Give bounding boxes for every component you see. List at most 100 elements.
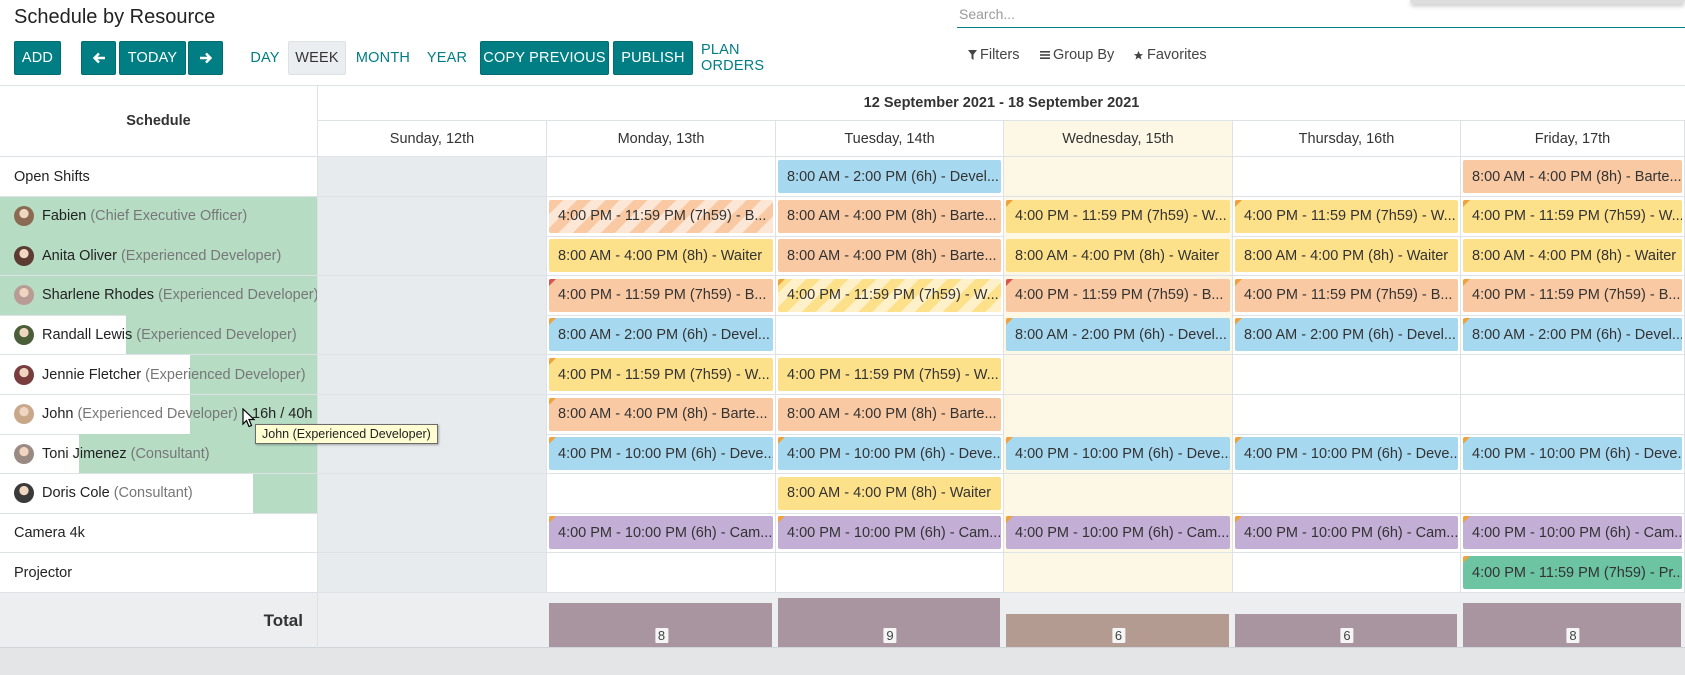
gantt-cell[interactable]: 4:00 PM - 11:59 PM (7h59) - B... [1461,275,1685,315]
shift-pill[interactable]: 8:00 AM - 2:00 PM (6h) - Devel... [1235,318,1458,352]
gantt-cell[interactable] [318,473,547,513]
shift-pill[interactable]: 8:00 AM - 4:00 PM (8h) - Barte... [778,397,1001,431]
shift-pill[interactable]: 4:00 PM - 10:00 PM (6h) - Cam... [1006,516,1230,550]
gantt-cell[interactable] [318,513,547,553]
gantt-cell[interactable] [1233,157,1461,196]
gantt-cell[interactable] [776,315,1004,355]
gantt-cell[interactable]: 8:00 AM - 2:00 PM (6h) - Devel... [776,157,1004,196]
shift-pill[interactable]: 8:00 AM - 4:00 PM (8h) - Waiter [1006,239,1230,273]
gantt-cell[interactable] [547,553,776,592]
shift-pill[interactable]: 4:00 PM - 11:59 PM (7h59) - B... [549,199,773,233]
scale-day-button[interactable]: DAY [250,50,280,66]
gantt-cell[interactable] [318,275,547,315]
shift-pill[interactable]: 8:00 AM - 4:00 PM (8h) - Waiter [1463,239,1682,273]
shift-pill[interactable]: 4:00 PM - 11:59 PM (7h59) - W... [549,358,773,391]
gantt-cell[interactable]: 8:00 AM - 4:00 PM (8h) - Barte... [776,394,1004,434]
gantt-cell[interactable]: 8:00 AM - 4:00 PM (8h) - Barte... [776,236,1004,276]
gantt-cell[interactable]: 4:00 PM - 11:59 PM (7h59) - B... [1004,275,1233,315]
gantt-cell[interactable]: 4:00 PM - 11:59 PM (7h59) - B... [1233,275,1461,315]
gantt-cell[interactable]: 8:00 AM - 4:00 PM (8h) - Barte... [776,196,1004,236]
group-by-button[interactable]: Group By [1040,47,1114,63]
shift-pill[interactable]: 4:00 PM - 11:59 PM (7h59) - W... [1006,199,1230,233]
gantt-cell[interactable]: 8:00 AM - 4:00 PM (8h) - Waiter [1461,236,1685,276]
gantt-cell[interactable] [318,355,547,394]
shift-pill[interactable]: 4:00 PM - 10:00 PM (6h) - Deve... [549,437,773,471]
gantt-cell[interactable] [318,315,547,355]
gantt-cell[interactable]: 4:00 PM - 10:00 PM (6h) - Deve... [776,434,1004,474]
shift-pill[interactable]: 4:00 PM - 11:59 PM (7h59) - B... [1006,278,1230,312]
gantt-cell[interactable]: 4:00 PM - 10:00 PM (6h) - Deve... [1233,434,1461,474]
gantt-cell[interactable]: 4:00 PM - 11:59 PM (7h59) - Pr... [1461,553,1685,592]
row-header[interactable]: Camera 4k [0,513,318,553]
gantt-cell[interactable]: 4:00 PM - 10:00 PM (6h) - Cam... [1461,513,1685,553]
row-header[interactable]: Randall Lewis (Experienced Developer) [0,315,318,355]
scale-week-button[interactable]: WEEK [288,41,346,75]
gantt-cell[interactable]: 8:00 AM - 2:00 PM (6h) - Devel... [1233,315,1461,355]
gantt-cell[interactable] [1461,355,1685,394]
gantt-cell[interactable]: 8:00 AM - 4:00 PM (8h) - Waiter [1004,236,1233,276]
scale-month-button[interactable]: MONTH [355,50,411,66]
row-header[interactable]: Projector [0,553,318,592]
favorites-button[interactable]: Favorites [1133,47,1207,63]
search-input[interactable] [957,0,1685,27]
shift-pill[interactable]: 4:00 PM - 10:00 PM (6h) - Cam... [778,516,1001,550]
gantt-cell[interactable]: 4:00 PM - 11:59 PM (7h59) - W... [547,355,776,394]
row-header[interactable]: Sharlene Rhodes (Experienced Developer) [0,275,318,315]
shift-pill[interactable]: 8:00 AM - 2:00 PM (6h) - Devel... [1463,318,1682,352]
row-header[interactable]: Doris Cole (Consultant) [0,473,318,513]
shift-pill[interactable]: 8:00 AM - 2:00 PM (6h) - Devel... [778,160,1001,193]
gantt-cell[interactable]: 4:00 PM - 11:59 PM (7h59) - W... [1233,196,1461,236]
filters-button[interactable]: Filters [968,47,1019,63]
row-header[interactable]: Open Shifts [0,157,318,196]
shift-pill[interactable]: 4:00 PM - 11:59 PM (7h59) - B... [549,278,773,312]
gantt-cell[interactable] [318,236,547,276]
shift-pill[interactable]: 4:00 PM - 10:00 PM (6h) - Cam... [1235,516,1458,550]
row-header[interactable]: Jennie Fletcher (Experienced Developer) [0,355,318,394]
gantt-cell[interactable]: 8:00 AM - 4:00 PM (8h) - Barte... [547,394,776,434]
shift-pill[interactable]: 4:00 PM - 10:00 PM (6h) - Cam... [549,516,773,550]
gantt-cell[interactable]: 4:00 PM - 10:00 PM (6h) - Deve... [1004,434,1233,474]
shift-pill[interactable]: 4:00 PM - 10:00 PM (6h) - Deve... [1235,437,1458,471]
gantt-cell[interactable] [1233,553,1461,592]
shift-pill[interactable]: 8:00 AM - 4:00 PM (8h) - Barte... [778,239,1001,273]
gantt-cell[interactable]: 4:00 PM - 10:00 PM (6h) - Cam... [1004,513,1233,553]
shift-pill[interactable]: 4:00 PM - 11:59 PM (7h59) - W... [778,358,1001,391]
shift-pill[interactable]: 4:00 PM - 11:59 PM (7h59) - W... [778,278,1001,312]
gantt-cell[interactable] [1233,355,1461,394]
shift-pill[interactable]: 8:00 AM - 2:00 PM (6h) - Devel... [1006,318,1230,352]
shift-pill[interactable]: 8:00 AM - 2:00 PM (6h) - Devel... [549,318,773,352]
scale-year-button[interactable]: YEAR [426,50,468,66]
gantt-cell[interactable] [776,553,1004,592]
gantt-cell[interactable] [547,157,776,196]
gantt-cell[interactable]: 4:00 PM - 11:59 PM (7h59) - W... [1461,196,1685,236]
add-button[interactable]: ADD [14,41,61,75]
gantt-cell[interactable]: 4:00 PM - 10:00 PM (6h) - Cam... [547,513,776,553]
gantt-cell[interactable] [547,473,776,513]
gantt-cell[interactable]: 4:00 PM - 11:59 PM (7h59) - B... [547,196,776,236]
gantt-cell[interactable]: 8:00 AM - 4:00 PM (8h) - Waiter [547,236,776,276]
gantt-cell[interactable]: 8:00 AM - 4:00 PM (8h) - Waiter [1233,236,1461,276]
row-header[interactable]: Fabien (Chief Executive Officer) [0,196,318,236]
shift-pill[interactable]: 4:00 PM - 11:59 PM (7h59) - W... [1235,199,1458,233]
copy-previous-button[interactable]: COPY PREVIOUS [480,41,609,75]
shift-pill[interactable]: 4:00 PM - 10:00 PM (6h) - Deve... [1463,437,1682,471]
shift-pill[interactable]: 4:00 PM - 11:59 PM (7h59) - B... [1463,278,1682,312]
search-bar[interactable] [957,0,1685,28]
shift-pill[interactable]: 4:00 PM - 11:59 PM (7h59) - Pr... [1463,556,1682,589]
gantt-cell[interactable]: 4:00 PM - 10:00 PM (6h) - Cam... [776,513,1004,553]
gantt-cell[interactable] [318,553,547,592]
gantt-cell[interactable]: 8:00 AM - 2:00 PM (6h) - Devel... [547,315,776,355]
gantt-cell[interactable] [1461,394,1685,434]
gantt-cell[interactable] [1004,473,1233,513]
shift-pill[interactable]: 8:00 AM - 4:00 PM (8h) - Barte... [1463,160,1682,193]
gantt-cell[interactable] [1004,553,1233,592]
shift-pill[interactable]: 4:00 PM - 10:00 PM (6h) - Deve... [1006,437,1230,471]
plan-orders-button[interactable]: PLAN ORDERS [701,42,765,74]
gantt-cell[interactable] [318,157,547,196]
next-button[interactable] [188,41,223,75]
gantt-cell[interactable] [1004,157,1233,196]
gantt-cell[interactable]: 4:00 PM - 11:59 PM (7h59) - W... [1004,196,1233,236]
gantt-cell[interactable] [1461,473,1685,513]
shift-pill[interactable]: 8:00 AM - 4:00 PM (8h) - Waiter [1235,239,1458,273]
shift-pill[interactable]: 8:00 AM - 4:00 PM (8h) - Waiter [549,239,773,273]
